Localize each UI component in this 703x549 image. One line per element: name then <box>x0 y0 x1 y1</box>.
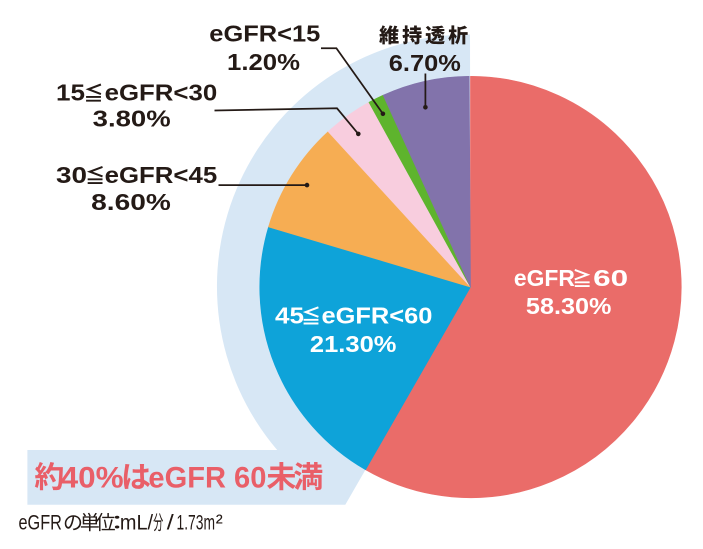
svg-text:21.30%: 21.30% <box>310 331 397 357</box>
svg-text:6.70%: 6.70% <box>389 50 461 76</box>
svg-text:²: ² <box>216 512 223 535</box>
svg-text:60: 60 <box>593 265 628 291</box>
svg-text:eGFR: eGFR <box>514 265 575 291</box>
svg-text:15: 15 <box>56 80 85 106</box>
svg-text:eGFR<30: eGFR<30 <box>105 80 218 106</box>
svg-text:30: 30 <box>56 162 87 188</box>
svg-text:1.20%: 1.20% <box>227 49 300 75</box>
svg-text:mL/: mL/ <box>120 512 153 535</box>
svg-text:40%: 40% <box>61 462 124 495</box>
svg-text:3.80%: 3.80% <box>93 106 171 132</box>
svg-text:58.30%: 58.30% <box>526 293 612 319</box>
svg-text:1.73m: 1.73m <box>177 512 216 535</box>
svg-text:eGFR: eGFR <box>19 512 62 535</box>
svg-text:8.60%: 8.60% <box>91 189 171 215</box>
svg-text:eGFR<45: eGFR<45 <box>105 162 218 188</box>
svg-text:eGFR 60: eGFR 60 <box>148 462 266 495</box>
svg-text:eGFR<60: eGFR<60 <box>322 302 433 328</box>
svg-text:eGFR<15: eGFR<15 <box>209 20 320 46</box>
svg-text:/: / <box>167 512 174 535</box>
svg-text:45: 45 <box>275 302 304 328</box>
